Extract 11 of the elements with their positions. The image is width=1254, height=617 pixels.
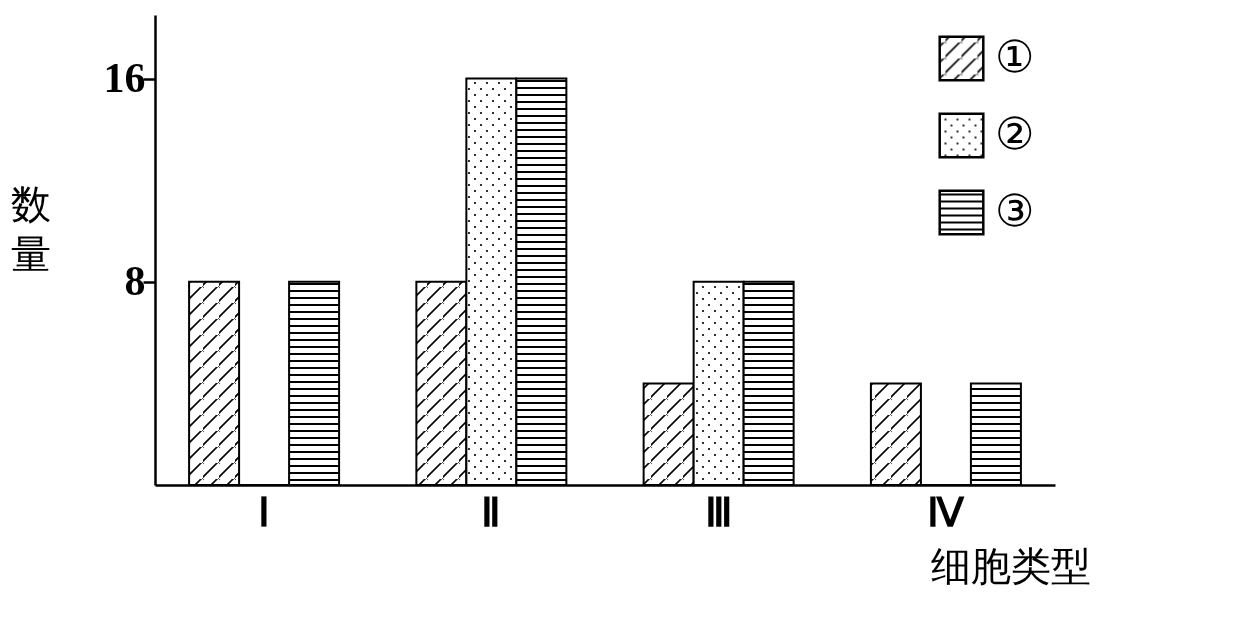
- x-tick-label: Ⅰ: [258, 489, 271, 535]
- legend-label: ③: [995, 184, 1035, 236]
- x-tick-label: Ⅱ: [481, 489, 502, 535]
- legend-label: ①: [995, 30, 1035, 82]
- y-tick-label: 8: [124, 258, 146, 305]
- legend-label: ②: [995, 107, 1035, 159]
- x-tick-label: Ⅲ: [704, 489, 733, 535]
- x-tick-label: Ⅳ: [927, 489, 966, 535]
- y-axis-title: 数量: [10, 180, 51, 277]
- x-axis-title: 细胞类型: [930, 542, 1091, 589]
- y-tick-label: 16: [103, 55, 146, 102]
